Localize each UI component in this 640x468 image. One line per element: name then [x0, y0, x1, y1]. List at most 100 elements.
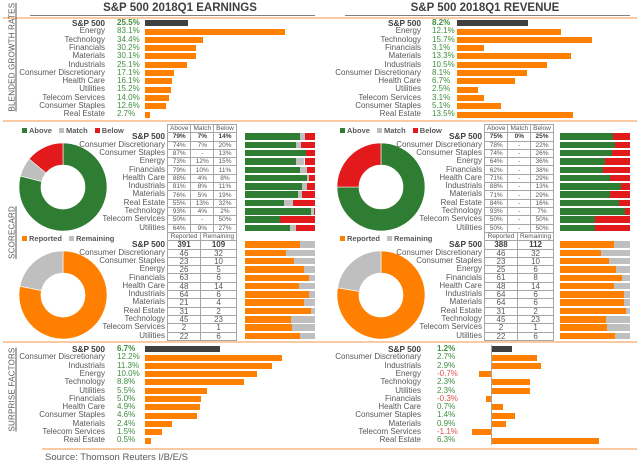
table-row: 84% -16%	[483, 198, 554, 208]
category-label: S&P 500	[131, 239, 165, 250]
stacked-segment-below	[280, 216, 315, 223]
legend-reported-swatch	[340, 235, 345, 241]
stacked-segment-match	[300, 166, 308, 173]
cell-reported: 22	[167, 331, 201, 341]
table-row: 23 10	[484, 256, 555, 267]
category-label: Materials	[132, 297, 165, 307]
table-row: 22 6	[484, 331, 555, 341]
legend-reported-swatch	[22, 235, 27, 241]
table-row: 45 23	[484, 314, 555, 325]
cell-match: -	[507, 190, 532, 200]
cell-match: 7%	[190, 132, 215, 142]
earnings-title: S&P 500 2018Q1 EARNINGS	[103, 2, 257, 14]
table-row: 74% -26%	[483, 148, 554, 159]
legend-below-swatch	[94, 127, 100, 133]
cell-match: 0%	[507, 132, 532, 142]
table-row: 64% -36%	[483, 157, 554, 167]
stacked-segment-remaining	[293, 257, 315, 265]
stacked-segment-reported	[560, 257, 609, 265]
category-label: Consumer Discretionary	[335, 67, 421, 77]
cell-match: -	[507, 157, 532, 167]
stacked-segment-below	[625, 208, 630, 215]
bar	[457, 111, 574, 118]
stacked-segment-match	[306, 174, 310, 182]
cell-remaining: 6	[516, 298, 555, 308]
cell-below: 50%	[530, 215, 554, 225]
value-label: 2.7%	[437, 352, 456, 362]
cell-reported: 391	[167, 240, 201, 250]
stacked-segment-below	[305, 133, 315, 140]
category-label: Technology	[380, 34, 421, 44]
value-label: 5.5%	[117, 385, 136, 395]
stacked-segment-remaining	[291, 316, 315, 323]
table-row: 78% -22%	[483, 140, 554, 150]
value-label: 1.5%	[117, 427, 136, 436]
value-label: 17.1%	[117, 67, 140, 77]
column-header-below: Below	[530, 123, 554, 134]
legend-above: Above	[29, 125, 52, 135]
stacked-segment-above	[560, 149, 612, 157]
category-label: Telecom Services	[419, 322, 482, 332]
bar	[491, 437, 599, 444]
stacked-segment-below	[620, 183, 630, 190]
legend-remaining: Remaining	[394, 233, 433, 243]
bar	[145, 36, 203, 43]
category-label: Consumer Staples	[39, 101, 105, 110]
table-row: 46 32	[484, 248, 555, 258]
category-label: Industrials	[128, 289, 165, 299]
category-label: Real Estate	[63, 435, 105, 445]
category-label: Consumer Staples	[39, 410, 105, 420]
stacked-segment-above	[245, 191, 299, 198]
legend-below-swatch	[412, 127, 418, 133]
cell-reported: 2	[167, 323, 201, 333]
stacked-segment-below	[307, 183, 315, 190]
value-label: 0.9%	[437, 418, 456, 428]
data-table: Reported Remaining 391 109 46 32 23 10 26 5 63 6 48 1…	[167, 231, 238, 341]
table-row: 75% 0% 25%	[483, 132, 554, 142]
cell-below: 7%	[530, 206, 554, 217]
cell-below: 13%	[213, 148, 237, 159]
stacked-segment-reported	[245, 241, 300, 248]
value-label: 6.7%	[117, 344, 136, 353]
bar	[491, 362, 541, 369]
stacked-segment-remaining	[624, 291, 630, 298]
column-header-match: Match	[507, 123, 532, 134]
bar	[491, 379, 531, 386]
category-label: Technology	[380, 377, 421, 387]
category-label: Energy	[395, 368, 421, 378]
column-header-above: Above	[166, 123, 192, 134]
stacked-segment-remaining	[310, 307, 315, 315]
cell-remaining: 6	[199, 331, 238, 341]
cell-match: 5%	[190, 190, 215, 200]
category-label: Technology	[64, 34, 105, 44]
table-row: 48 14	[484, 281, 555, 292]
stacked-segment-match	[289, 224, 297, 232]
value-label: 16.1%	[117, 76, 140, 86]
cell-match: -	[507, 173, 532, 184]
table-row: 23 10	[167, 256, 238, 267]
cell-reported: 64	[484, 298, 518, 308]
stacked-segment-reported	[245, 249, 287, 257]
cell-above: 93%	[166, 206, 192, 217]
bar	[145, 354, 282, 361]
bar	[457, 53, 572, 60]
category-label: Health Care	[378, 402, 421, 412]
bar	[479, 371, 491, 378]
category-label: Consumer Discretionary	[79, 139, 165, 149]
category-label: Consumer Staples	[416, 255, 482, 265]
category-label: Telecom Services	[358, 92, 421, 102]
category-label: Industrials	[384, 59, 421, 69]
cell-below: 50%	[530, 223, 554, 233]
category-label: Consumer Discretionary	[335, 352, 421, 362]
bar	[457, 20, 528, 27]
table-row: 71% -29%	[483, 190, 554, 200]
stacked-segment-match	[296, 141, 302, 149]
revenue-scorecard-donut	[336, 142, 426, 232]
table-row: 88% 4% 8%	[166, 173, 237, 184]
bar	[145, 420, 172, 427]
bar	[145, 111, 150, 118]
stacked-segment-match	[300, 133, 306, 140]
category-label: Utilities	[395, 84, 421, 94]
bar	[145, 94, 169, 101]
donut-slice-below	[28, 142, 64, 174]
